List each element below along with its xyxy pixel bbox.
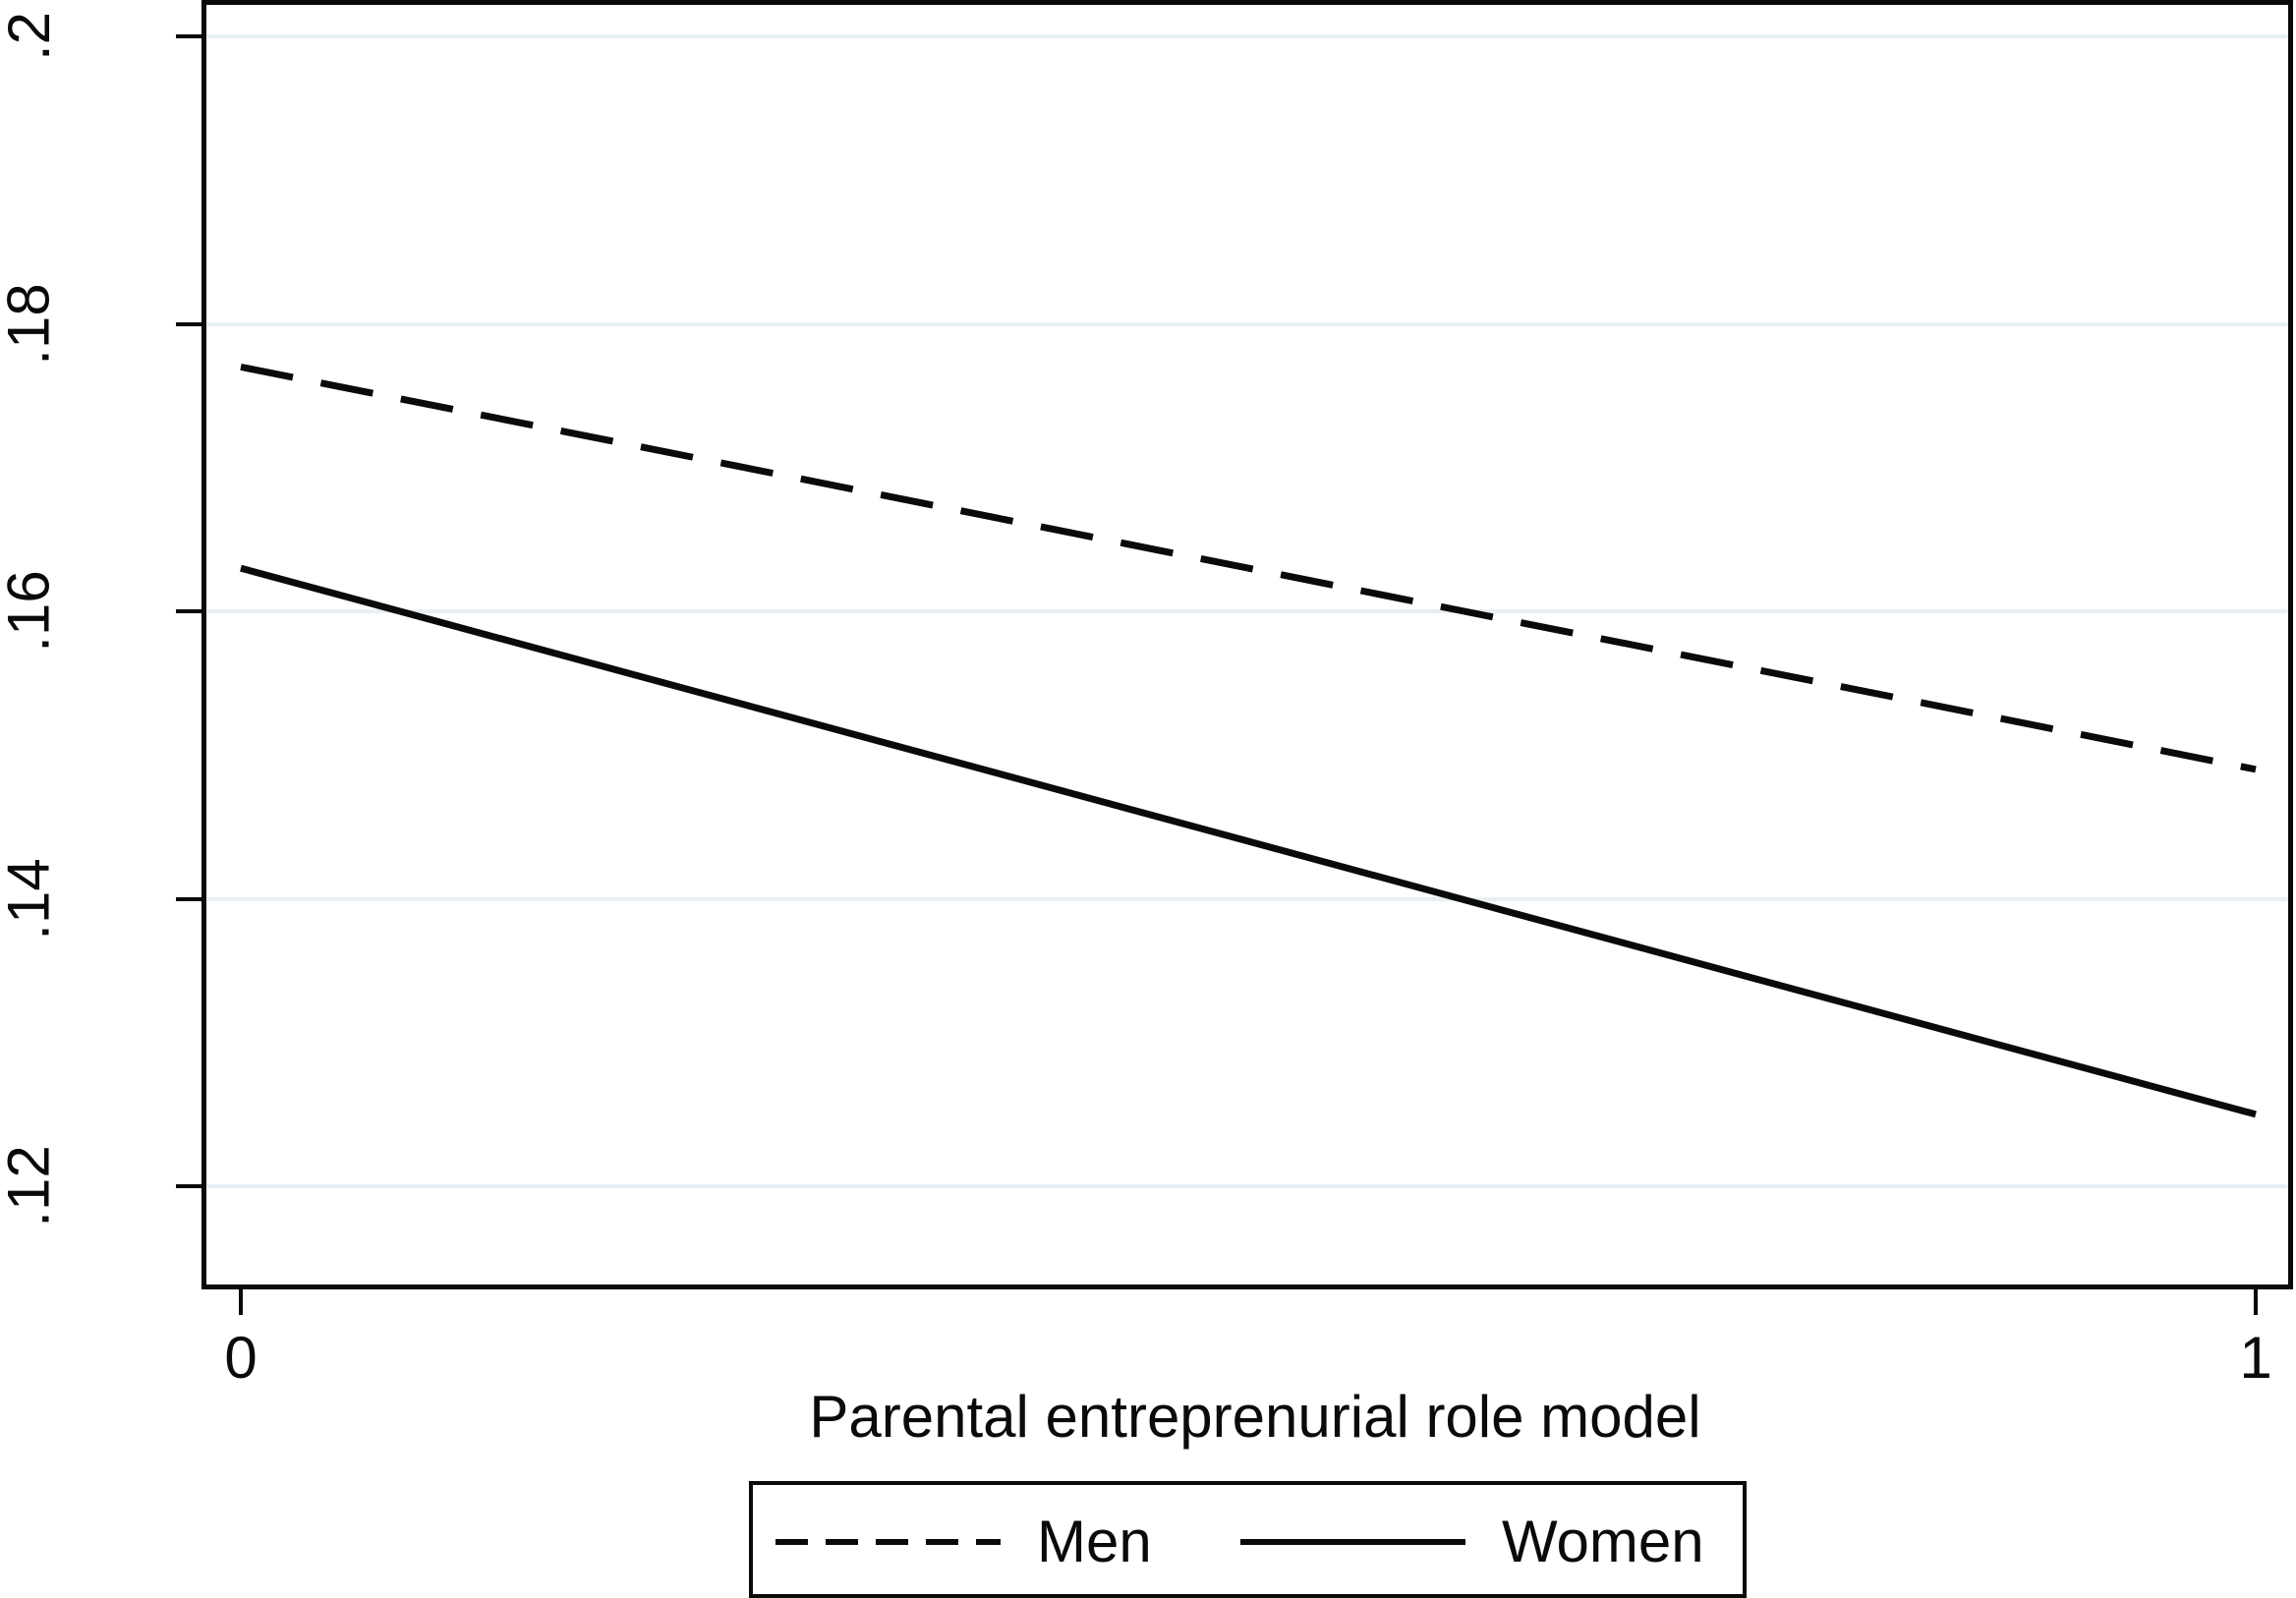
y-tick-label: .16 (0, 570, 63, 653)
gridline (206, 322, 2288, 326)
legend-solid-line-sample (1240, 1539, 1465, 1545)
x-tick-label: 1 (2239, 1325, 2272, 1391)
legend: Men Women (749, 1481, 1747, 1598)
legend-dashed-line-sample (775, 1539, 1001, 1545)
gridline (206, 34, 2288, 38)
plot-area (201, 0, 2293, 1289)
gridline (206, 897, 2288, 901)
y-tick (176, 1184, 202, 1188)
gridline (206, 1184, 2288, 1188)
y-tick-label: .14 (0, 858, 63, 941)
gridline (206, 609, 2288, 613)
x-axis-title: Parental entreprenurial role model (809, 1384, 1701, 1450)
y-tick (176, 34, 202, 38)
x-tick (2254, 1287, 2258, 1315)
y-tick (176, 897, 202, 901)
x-tick-label: 0 (224, 1325, 258, 1391)
legend-label-men: Men (1037, 1509, 1152, 1574)
y-tick-label: .12 (0, 1145, 63, 1227)
y-tick-label: .18 (0, 283, 63, 366)
x-tick (239, 1287, 243, 1315)
y-tick-label: .2 (0, 11, 62, 62)
y-tick (176, 322, 202, 326)
legend-label-women: Women (1502, 1509, 1704, 1574)
y-tick (176, 609, 202, 613)
